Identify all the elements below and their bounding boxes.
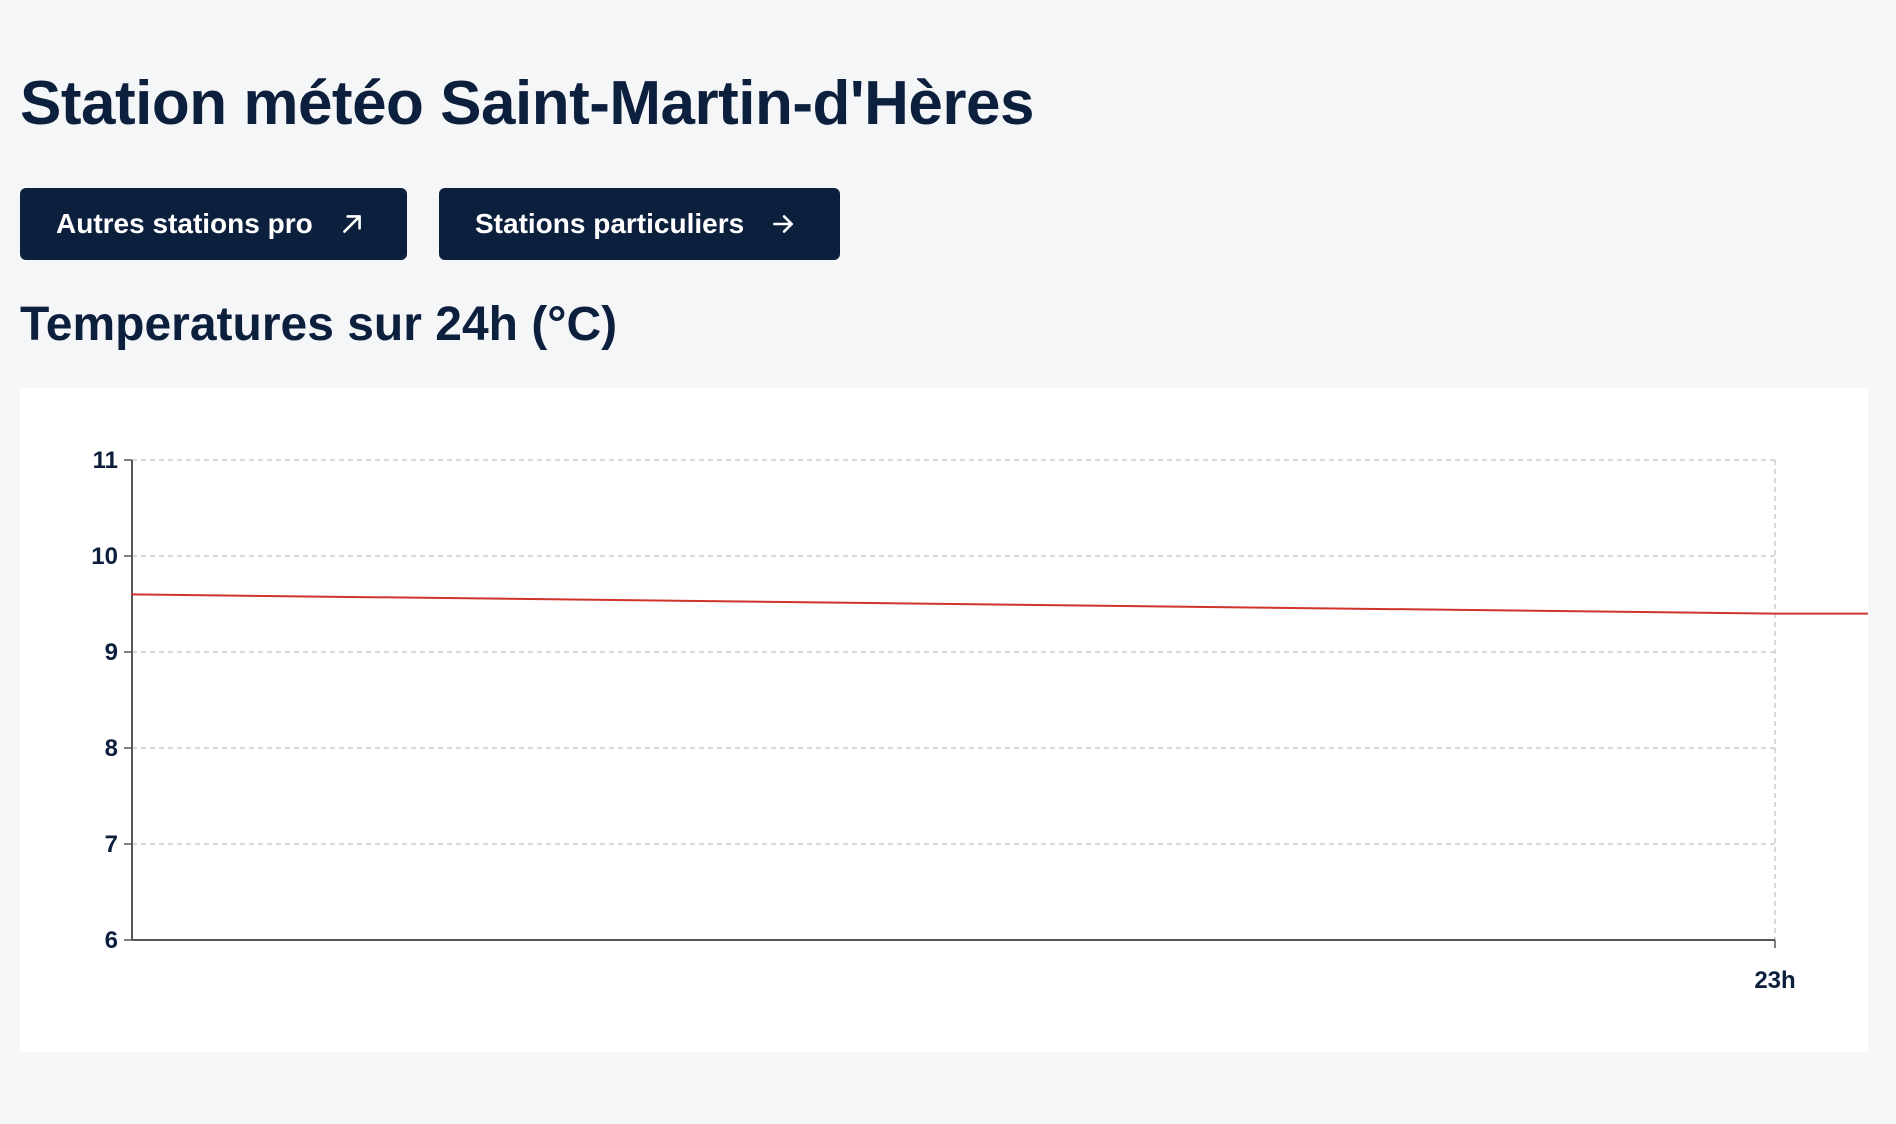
y-tick-label: 9 xyxy=(105,639,118,666)
temperature-chart-card: 6789101123h00h01h02h03h04h05h06h07h08h09… xyxy=(20,388,1868,1052)
other-pro-stations-button[interactable]: Autres stations pro xyxy=(20,188,407,260)
y-tick-label: 10 xyxy=(91,543,118,570)
other-pro-stations-label: Autres stations pro xyxy=(56,208,313,239)
y-tick-label: 11 xyxy=(93,447,118,474)
y-tick-label: 8 xyxy=(105,735,118,762)
temperature-series-line xyxy=(131,593,1868,615)
arrow-up-right-icon xyxy=(339,211,365,237)
arrow-right-icon xyxy=(770,211,796,237)
y-tick-label: 7 xyxy=(105,831,118,858)
private-stations-button[interactable]: Stations particuliers xyxy=(439,188,840,260)
section-title: Temperatures sur 24h (°C) xyxy=(20,298,618,351)
x-tick-label: 23h xyxy=(1754,967,1795,994)
temperature-chart: 6789101123h00h01h02h03h04h05h06h07h08h09… xyxy=(91,447,1868,994)
y-tick-label: 6 xyxy=(105,927,118,954)
private-stations-label: Stations particuliers xyxy=(475,208,745,239)
page-title: Station météo Saint-Martin-d'Hères xyxy=(20,69,1035,138)
